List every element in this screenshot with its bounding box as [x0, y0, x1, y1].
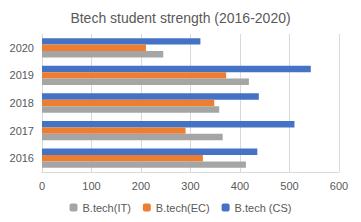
svg-text:2018: 2018: [10, 97, 34, 109]
svg-text:300: 300: [181, 180, 199, 192]
svg-text:400: 400: [231, 180, 249, 192]
svg-text:0: 0: [39, 180, 45, 192]
svg-text:B.tech(IT): B.tech(IT): [83, 202, 131, 214]
svg-text:2020: 2020: [10, 42, 34, 54]
svg-text:600: 600: [330, 180, 348, 192]
svg-text:200: 200: [132, 180, 150, 192]
svg-text:500: 500: [280, 180, 298, 192]
svg-text:2019: 2019: [10, 69, 34, 81]
svg-text:B.tech (CS): B.tech (CS): [235, 202, 292, 214]
svg-text:2016: 2016: [10, 152, 34, 164]
svg-text:100: 100: [82, 180, 100, 192]
svg-text:Btech student strength (2016-2: Btech student strength (2016-2020): [70, 10, 290, 26]
svg-text:B.tech(EC): B.tech(EC): [156, 202, 210, 214]
svg-text:2017: 2017: [10, 125, 34, 137]
